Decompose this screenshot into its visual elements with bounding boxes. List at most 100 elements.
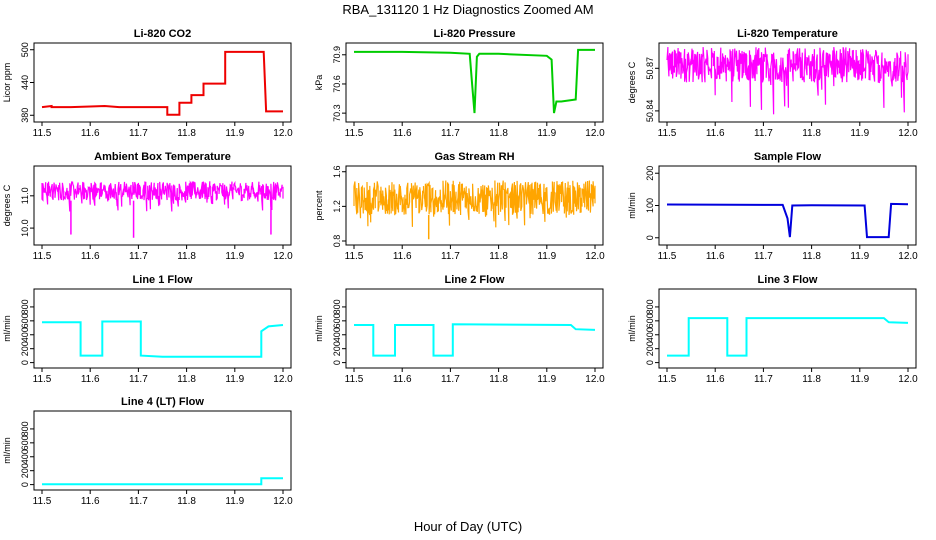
y-tick-label: 800: [20, 299, 30, 314]
y-axis-label: ml/min: [627, 315, 637, 342]
y-tick-label: 380: [20, 108, 30, 123]
chart-panel: Line 3 Flow 11.5 11.6 11.7 11.8 11.9 12.0 0 2004…: [627, 274, 918, 385]
plot-frame: [33, 288, 292, 369]
x-tick-label: 11.9: [850, 251, 869, 262]
y-tick-label: 70.6: [332, 75, 342, 93]
panel-title: Gas Stream RH: [434, 151, 514, 163]
x-tick-label: 11.7: [754, 128, 773, 139]
plot-frame: [345, 42, 604, 123]
y-tick-label: 800: [332, 299, 342, 314]
x-tick-label: 11.9: [225, 128, 244, 139]
x-tick-label: 11.8: [802, 374, 821, 385]
x-tick-label: 11.7: [129, 128, 148, 139]
panel-title: Ambient Box Temperature: [94, 151, 231, 163]
chart-panel: Li-820 Temperature 11.5 11.6 11.7 11.8 11.9 12…: [627, 28, 918, 139]
chart-panels: Li-820 CO2 11.5 11.6 11.7 11.8 11.9 12.0 380 440…: [2, 28, 918, 507]
panel-title: Sample Flow: [754, 151, 822, 163]
panel-title: Line 1 Flow: [133, 274, 193, 286]
x-tick-label: 11.9: [850, 128, 869, 139]
plot-frame: [345, 288, 604, 369]
x-tick-label: 12.0: [898, 128, 918, 139]
x-tick-label: 11.5: [33, 128, 52, 139]
series-band: [666, 47, 909, 115]
series-line: [354, 323, 596, 357]
x-tick-label: 11.7: [129, 251, 148, 262]
panel-title: Li-820 CO2: [134, 28, 191, 40]
x-tick-label: 12.0: [898, 374, 918, 385]
y-tick-label: 1.2: [332, 200, 342, 213]
y-tick-label: 400: [645, 327, 655, 342]
x-tick-label: 11.9: [537, 251, 556, 262]
x-tick-label: 11.7: [129, 374, 148, 385]
x-tick-label: 11.5: [33, 374, 52, 385]
chart-panel: Line 1 Flow 11.5 11.6 11.7 11.8 11.9 12.0 0 2004…: [2, 274, 293, 385]
x-tick-label: 11.6: [393, 374, 412, 385]
y-tick-label: 600: [20, 313, 30, 328]
x-tick-label: 12.0: [273, 128, 293, 139]
chart-panel: Li-820 Pressure 11.5 11.6 11.7 11.8 11.9 12.0 7…: [314, 28, 605, 139]
x-tick-label: 11.5: [33, 496, 52, 507]
chart-panel: Line 4 (LT) Flow 11.5 11.6 11.7 11.8 11.9 12.0…: [2, 396, 293, 507]
x-tick-label: 12.0: [585, 251, 605, 262]
y-tick-label: 70.3: [332, 104, 342, 122]
x-tick-label: 11.8: [489, 251, 508, 262]
panel-title: Line 4 (LT) Flow: [121, 396, 204, 408]
plot-frame: [345, 165, 604, 246]
x-tick-label: 11.9: [225, 374, 244, 385]
figure-title: RBA_131120 1 Hz Diagnostics Zoomed AM: [342, 2, 593, 17]
x-tick-label: 12.0: [585, 128, 605, 139]
y-tick-label: 0.8: [332, 235, 342, 248]
y-tick-label: 500: [20, 42, 30, 57]
series-line: [42, 477, 283, 486]
x-tick-label: 11.6: [81, 496, 100, 507]
y-axis-label: kPa: [314, 75, 324, 91]
plot-frame: [33, 410, 292, 491]
x-tick-label: 11.6: [393, 251, 412, 262]
panel-title: Line 3 Flow: [758, 274, 818, 286]
y-tick-label: 1.6: [332, 165, 342, 178]
series-line: [666, 202, 909, 239]
y-tick-label: 400: [20, 327, 30, 342]
chart-panel: Line 2 Flow 11.5 11.6 11.7 11.8 11.9 12.0 0 2004…: [314, 274, 605, 385]
x-tick-label: 11.6: [393, 128, 412, 139]
x-tick-label: 11.5: [33, 251, 52, 262]
panel-title: Li-820 Pressure: [434, 28, 516, 40]
y-tick-label: 200: [645, 341, 655, 356]
y-tick-label: 100: [645, 198, 655, 213]
y-tick-label: 440: [20, 75, 30, 90]
x-tick-label: 11.5: [658, 374, 677, 385]
x-tick-label: 11.8: [177, 374, 196, 385]
x-tick-label: 11.7: [129, 496, 148, 507]
y-tick-label: 400: [332, 327, 342, 342]
y-axis-label: degrees C: [2, 184, 12, 226]
x-tick-label: 11.9: [225, 496, 244, 507]
y-tick-label: 400: [20, 449, 30, 464]
y-tick-label: 0: [645, 235, 655, 240]
series-band: [41, 180, 284, 212]
y-tick-label: 70.9: [332, 46, 342, 64]
x-tick-label: 11.9: [537, 374, 556, 385]
x-tick-label: 11.6: [706, 251, 725, 262]
x-tick-label: 11.8: [802, 128, 821, 139]
y-tick-label: 0: [332, 360, 342, 365]
x-tick-label: 12.0: [273, 251, 293, 262]
x-tick-label: 12.0: [273, 496, 293, 507]
y-tick-label: 200: [20, 463, 30, 478]
y-tick-label: 800: [20, 421, 30, 436]
chart-panel: Ambient Box Temperature 11.5 11.6 11.7 11.8 1…: [2, 151, 293, 262]
x-tick-label: 11.6: [706, 374, 725, 385]
plot-frame: [33, 165, 292, 246]
series-line: [667, 317, 909, 357]
x-tick-label: 12.0: [273, 374, 293, 385]
x-tick-label: 11.6: [706, 128, 725, 139]
chart-panel: Sample Flow 11.5 11.6 11.7 11.8 11.9 12.0 0 100 2…: [627, 151, 918, 262]
x-tick-label: 11.6: [81, 374, 100, 385]
plot-frame: [33, 42, 292, 123]
y-axis-label: degrees C: [627, 61, 637, 103]
y-tick-label: 200: [332, 341, 342, 356]
y-axis-label: ml/min: [627, 192, 637, 219]
y-axis-label: ml/min: [2, 437, 12, 464]
y-tick-label: 11.0: [20, 187, 30, 204]
x-tick-label: 12.0: [585, 374, 605, 385]
y-tick-label: 10.0: [20, 219, 30, 237]
